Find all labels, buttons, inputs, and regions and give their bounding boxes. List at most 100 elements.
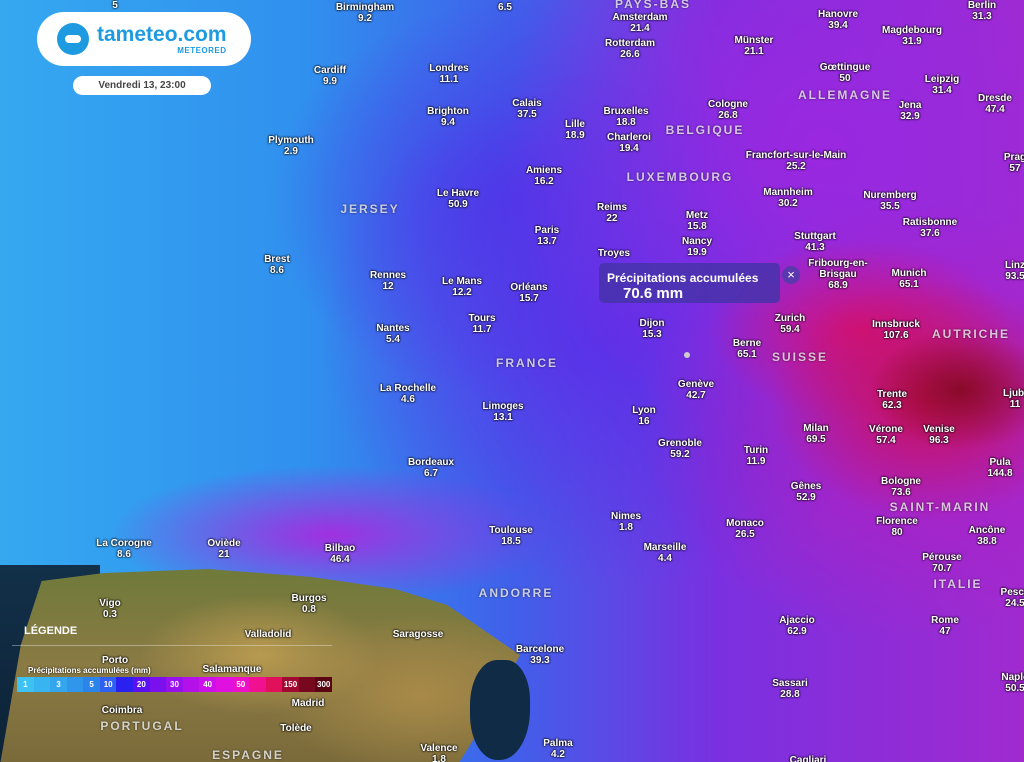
city-label[interactable]: Paris 13.7: [535, 225, 559, 247]
city-label[interactable]: Bordeaux 6.7: [408, 457, 454, 479]
city-label[interactable]: Venise 96.3: [923, 424, 955, 446]
city-label[interactable]: Madrid: [292, 698, 325, 709]
city-label[interactable]: Plymouth 2.9: [268, 135, 314, 157]
city-label[interactable]: Tours 11.7: [468, 313, 495, 335]
city-label[interactable]: Lille 18.9: [565, 119, 585, 141]
city-label[interactable]: Sassari 28.8: [772, 678, 808, 700]
city-label[interactable]: Linz 93.5: [1005, 260, 1024, 282]
city-label[interactable]: Leipzig 31.4: [925, 74, 959, 96]
city-label[interactable]: Barcelone 39.3: [516, 644, 564, 666]
precipitation-value: 8.6: [270, 265, 284, 276]
city-label[interactable]: Vérone 57.4: [869, 424, 903, 446]
city-label[interactable]: Francfort-sur-le-Main 25.2: [746, 150, 847, 172]
city-label[interactable]: Dijon 15.3: [640, 318, 665, 340]
city-label[interactable]: Rome 47: [931, 615, 959, 637]
city-label[interactable]: Stuttgart 41.3: [794, 231, 836, 253]
city-label[interactable]: Ajaccio 62.9: [779, 615, 815, 637]
city-label[interactable]: Pérouse 70.7: [922, 552, 961, 574]
city-label[interactable]: Amsterdam 21.4: [612, 12, 667, 34]
city-label[interactable]: Prag 57: [1004, 152, 1024, 174]
city-label[interactable]: Reims 22: [597, 202, 627, 224]
city-label[interactable]: Cologne 26.8: [708, 99, 748, 121]
legend-step: 5: [83, 677, 100, 692]
city-label[interactable]: Brest 8.6: [264, 254, 290, 276]
city-label[interactable]: Jena 32.9: [899, 100, 922, 122]
city-label[interactable]: Pula 144.8: [987, 457, 1012, 479]
city-label[interactable]: Vigo 0.3: [99, 598, 120, 620]
city-label[interactable]: Porto: [102, 655, 128, 666]
city-label[interactable]: Naple50.5: [1001, 672, 1024, 694]
city-label[interactable]: Zurich 59.4: [775, 313, 806, 335]
city-label[interactable]: Gœttingue 50: [820, 62, 871, 84]
tameteo-logo[interactable]: tameteo.com METEORED: [37, 12, 251, 66]
city-label[interactable]: Genève 42.7: [678, 379, 714, 401]
forecast-date[interactable]: Vendredi 13, 23:00: [73, 76, 211, 95]
city-label[interactable]: Coimbra: [102, 705, 143, 716]
city-label[interactable]: 6.5: [498, 2, 512, 13]
city-label[interactable]: Le Havre 50.9: [437, 188, 479, 210]
city-label[interactable]: Le Mans 12.2: [442, 276, 482, 298]
city-label[interactable]: Nuremberg 35.5: [863, 190, 916, 212]
city-label[interactable]: Orléans 15.7: [510, 282, 547, 304]
city-label[interactable]: Valence 1.8: [420, 743, 457, 762]
city-label[interactable]: Tolède: [280, 723, 311, 734]
city-label[interactable]: Hanovre 39.4: [818, 9, 858, 31]
city-label[interactable]: Saragosse: [393, 629, 444, 640]
city-label[interactable]: La Corogne 8.6: [96, 538, 152, 560]
legend-step: 20: [133, 677, 150, 692]
city-label[interactable]: Birmingham 9.2: [336, 2, 394, 24]
city-label[interactable]: Trente 62.3: [877, 389, 907, 411]
city-label[interactable]: Berlin 31.3: [968, 0, 996, 22]
city-label[interactable]: Mannheim 30.2: [763, 187, 812, 209]
city-label[interactable]: Marseille 4.4: [644, 542, 687, 564]
city-label[interactable]: Cagliari: [790, 755, 827, 762]
city-label[interactable]: Grenoble 59.2: [658, 438, 702, 460]
city-label[interactable]: Ljubl11: [1003, 388, 1024, 410]
city-label[interactable]: Turin 11.9: [744, 445, 768, 467]
city-label[interactable]: Ancône 38.8: [969, 525, 1006, 547]
city-label[interactable]: Monaco 26.5: [726, 518, 764, 540]
city-label[interactable]: Calais 37.5: [512, 98, 541, 120]
city-label[interactable]: Charleroi 19.4: [607, 132, 651, 154]
close-icon[interactable]: ×: [782, 266, 800, 284]
city-label[interactable]: Londres 11.1: [429, 63, 468, 85]
precipitation-value: 12.2: [452, 287, 472, 298]
city-label[interactable]: Magdebourg 31.9: [882, 25, 942, 47]
city-label[interactable]: Toulouse 18.5: [489, 525, 533, 547]
city-label[interactable]: La Rochelle 4.6: [380, 383, 436, 405]
city-label[interactable]: Brighton 9.4: [427, 106, 469, 128]
city-label[interactable]: Munich 65.1: [892, 268, 927, 290]
city-label[interactable]: Dresde 47.4: [978, 93, 1012, 115]
city-label[interactable]: Amiens 16.2: [526, 165, 562, 187]
city-label[interactable]: Oviède 21: [207, 538, 240, 560]
city-label[interactable]: Burgos 0.8: [292, 593, 327, 615]
city-label[interactable]: 5: [112, 0, 118, 11]
city-label[interactable]: Nantes 5.4: [376, 323, 409, 345]
city-label[interactable]: Lyon 16: [632, 405, 656, 427]
city-label[interactable]: Troyes: [598, 248, 630, 259]
city-name: Marseille: [643, 542, 687, 553]
city-label[interactable]: Florence 80: [876, 516, 918, 538]
city-label[interactable]: Valladolid: [245, 629, 292, 640]
city-label[interactable]: Bologne 73.6: [881, 476, 921, 498]
city-label[interactable]: Pesca24.5: [1001, 587, 1024, 609]
city-label[interactable]: Limoges 13.1: [482, 401, 523, 423]
city-label[interactable]: Rennes 12: [370, 270, 406, 292]
city-label[interactable]: Nancy 19.9: [682, 236, 712, 258]
city-label[interactable]: Cardiff 9.9: [314, 65, 346, 87]
city-label[interactable]: Gênes 52.9: [791, 481, 822, 503]
city-label[interactable]: Bilbao 46.4: [325, 543, 356, 565]
city-label[interactable]: Münster 21.1: [735, 35, 774, 57]
city-label[interactable]: Ratisbonne 37.6: [903, 217, 957, 239]
city-label[interactable]: Salamanque: [203, 664, 262, 675]
city-label[interactable]: Bruxelles 18.8: [603, 106, 648, 128]
city-label[interactable]: Innsbruck 107.6: [872, 319, 920, 341]
city-label[interactable]: Nimes 1.8: [611, 511, 641, 533]
city-label[interactable]: Palma 4.2: [543, 738, 572, 760]
city-label[interactable]: Rotterdam 26.6: [605, 38, 655, 60]
city-label[interactable]: Fribourg-en-Brisgau 68.9: [805, 258, 871, 291]
city-label[interactable]: Berne 65.1: [733, 338, 761, 360]
city-label[interactable]: Milan 69.5: [803, 423, 829, 445]
city-label[interactable]: Metz 15.8: [686, 210, 708, 232]
